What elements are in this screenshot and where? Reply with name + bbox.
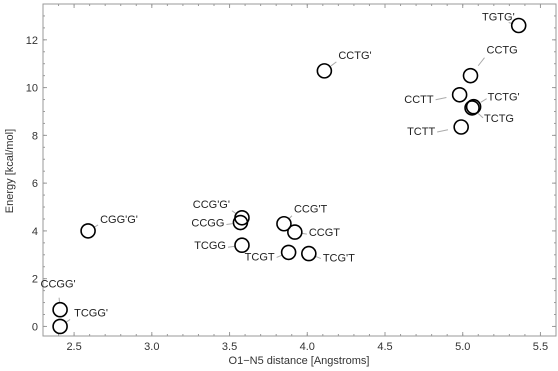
data-point-label: CCTG' bbox=[338, 50, 371, 62]
data-point-label: CCG'T bbox=[294, 204, 328, 216]
data-point-label: CCTT bbox=[404, 94, 434, 106]
data-point-label: CCGG bbox=[191, 218, 224, 230]
data-point-label: CCGG' bbox=[41, 279, 76, 291]
data-point bbox=[80, 223, 96, 239]
x-tick-label: 5.5 bbox=[533, 341, 548, 353]
x-axis-title: O1−N5 distance [Angstroms] bbox=[229, 355, 370, 367]
y-tick-label: 12 bbox=[26, 35, 38, 47]
x-tick-label: 3.0 bbox=[144, 341, 159, 353]
data-point-label: TCTG' bbox=[488, 92, 520, 104]
y-tick-label: 6 bbox=[32, 178, 38, 190]
y-tick-label: 10 bbox=[26, 83, 38, 95]
leader-line bbox=[227, 245, 235, 248]
leader-line bbox=[480, 98, 487, 103]
y-tick-label: 4 bbox=[32, 226, 38, 238]
data-point bbox=[232, 214, 249, 231]
data-point bbox=[462, 67, 479, 84]
y-tick-label: 2 bbox=[32, 274, 38, 286]
x-tick-label: 4.0 bbox=[300, 341, 315, 353]
data-point bbox=[52, 301, 68, 318]
leader-line bbox=[477, 113, 484, 119]
data-point-label: CGG'G' bbox=[100, 214, 138, 226]
y-tick-label: 8 bbox=[32, 130, 38, 142]
data-point bbox=[234, 237, 250, 254]
data-point bbox=[465, 98, 482, 115]
leader-line bbox=[477, 57, 485, 67]
data-point bbox=[301, 245, 317, 262]
data-point-label: TCGT bbox=[245, 251, 275, 263]
data-point bbox=[464, 100, 480, 116]
data-point bbox=[52, 318, 68, 335]
leader-line bbox=[435, 97, 447, 101]
data-point-label: TCTG bbox=[484, 113, 514, 125]
data-point bbox=[316, 63, 333, 79]
data-point bbox=[280, 244, 297, 261]
leader-line bbox=[330, 61, 337, 67]
data-point-label: CCGT bbox=[309, 227, 340, 239]
leader-line bbox=[226, 223, 233, 226]
data-point-label: CCG'G' bbox=[193, 199, 230, 211]
data-point-label: TGTG' bbox=[482, 11, 515, 23]
data-point bbox=[276, 215, 292, 232]
data-point bbox=[453, 119, 469, 135]
leader-line bbox=[315, 255, 322, 260]
y-axis-title: Energy [kcal/mol] bbox=[4, 129, 16, 213]
y-tick-label: 0 bbox=[32, 321, 38, 333]
data-points: TGTG' CCTG' CCTG CCTT TCTG' TCTG TCTT CGG'G' CCG… bbox=[41, 11, 527, 335]
data-point-label: TCGG bbox=[194, 240, 226, 252]
plot-frame bbox=[42, 3, 557, 337]
data-point-label: TCTT bbox=[407, 126, 435, 138]
data-point bbox=[451, 86, 468, 103]
data-point bbox=[510, 17, 527, 34]
data-point-label: TCG'T bbox=[323, 253, 355, 265]
x-tick-label: 3.5 bbox=[222, 341, 237, 353]
axes: 2.5 3.0 3.5 4.0 4.5 5.0 5.5 0 2 4 6 8 10 12 bbox=[26, 3, 557, 353]
data-point-label: CCTG bbox=[487, 45, 518, 57]
leader-line bbox=[437, 129, 449, 133]
data-point bbox=[287, 224, 303, 240]
data-point-label: TCGG' bbox=[74, 307, 108, 319]
x-tick-label: 5.0 bbox=[455, 341, 470, 353]
x-tick-label: 2.5 bbox=[66, 341, 81, 353]
x-tick-label: 4.5 bbox=[377, 341, 392, 353]
leader-line bbox=[276, 254, 283, 258]
